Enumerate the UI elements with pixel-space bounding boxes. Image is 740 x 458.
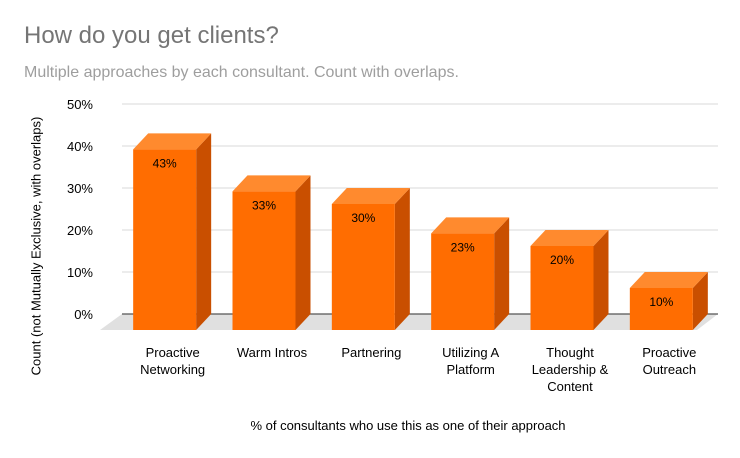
- x-axis-label: % of consultants who use this as one of …: [250, 418, 566, 433]
- bar: [431, 233, 495, 330]
- bar-top: [629, 272, 708, 288]
- data-label: 30%: [351, 211, 375, 225]
- x-tick-label: Outreach: [643, 362, 696, 377]
- y-tick-label: 0%: [74, 307, 93, 322]
- bar-top: [431, 217, 510, 234]
- x-tick-label: Networking: [140, 362, 205, 377]
- x-tick-label: Content: [547, 379, 593, 394]
- bar-side: [494, 217, 510, 330]
- bar: [629, 288, 693, 330]
- x-tick-label: Warm Intros: [237, 345, 308, 360]
- data-label: 10%: [649, 295, 673, 309]
- x-tick-label: Thought: [546, 345, 594, 360]
- bar-side: [593, 230, 609, 330]
- bar: [232, 191, 296, 330]
- data-label: 43%: [153, 156, 177, 170]
- y-tick-label: 40%: [67, 139, 93, 154]
- bar-top: [331, 188, 410, 204]
- x-tick-label: Partnering: [341, 345, 401, 360]
- y-tick-label: 10%: [67, 265, 93, 280]
- x-tick-label: Proactive: [146, 345, 200, 360]
- x-tick-label: Leadership &: [532, 362, 609, 377]
- x-tick-label: Utilizing A: [442, 345, 499, 360]
- bar: [331, 204, 395, 330]
- bar-side: [394, 188, 410, 330]
- chart-title: How do you get clients?: [24, 22, 279, 49]
- data-label: 20%: [550, 253, 574, 267]
- bar-side: [295, 175, 311, 330]
- chart-subtitle: Multiple approaches by each consultant. …: [24, 64, 459, 81]
- bar: [530, 246, 594, 330]
- bar-side: [692, 272, 708, 330]
- y-tick-label: 30%: [67, 181, 93, 196]
- data-label: 23%: [451, 240, 475, 254]
- bar-top: [530, 230, 609, 246]
- bar: [133, 149, 197, 330]
- bar-top: [133, 133, 212, 150]
- bar-top: [232, 175, 311, 192]
- bar-side: [196, 133, 212, 330]
- x-tick-label: Proactive: [642, 345, 696, 360]
- data-label: 33%: [252, 198, 276, 212]
- y-tick-label: 50%: [67, 97, 93, 112]
- x-tick-label: Platform: [446, 362, 494, 377]
- y-tick-label: 20%: [67, 223, 93, 238]
